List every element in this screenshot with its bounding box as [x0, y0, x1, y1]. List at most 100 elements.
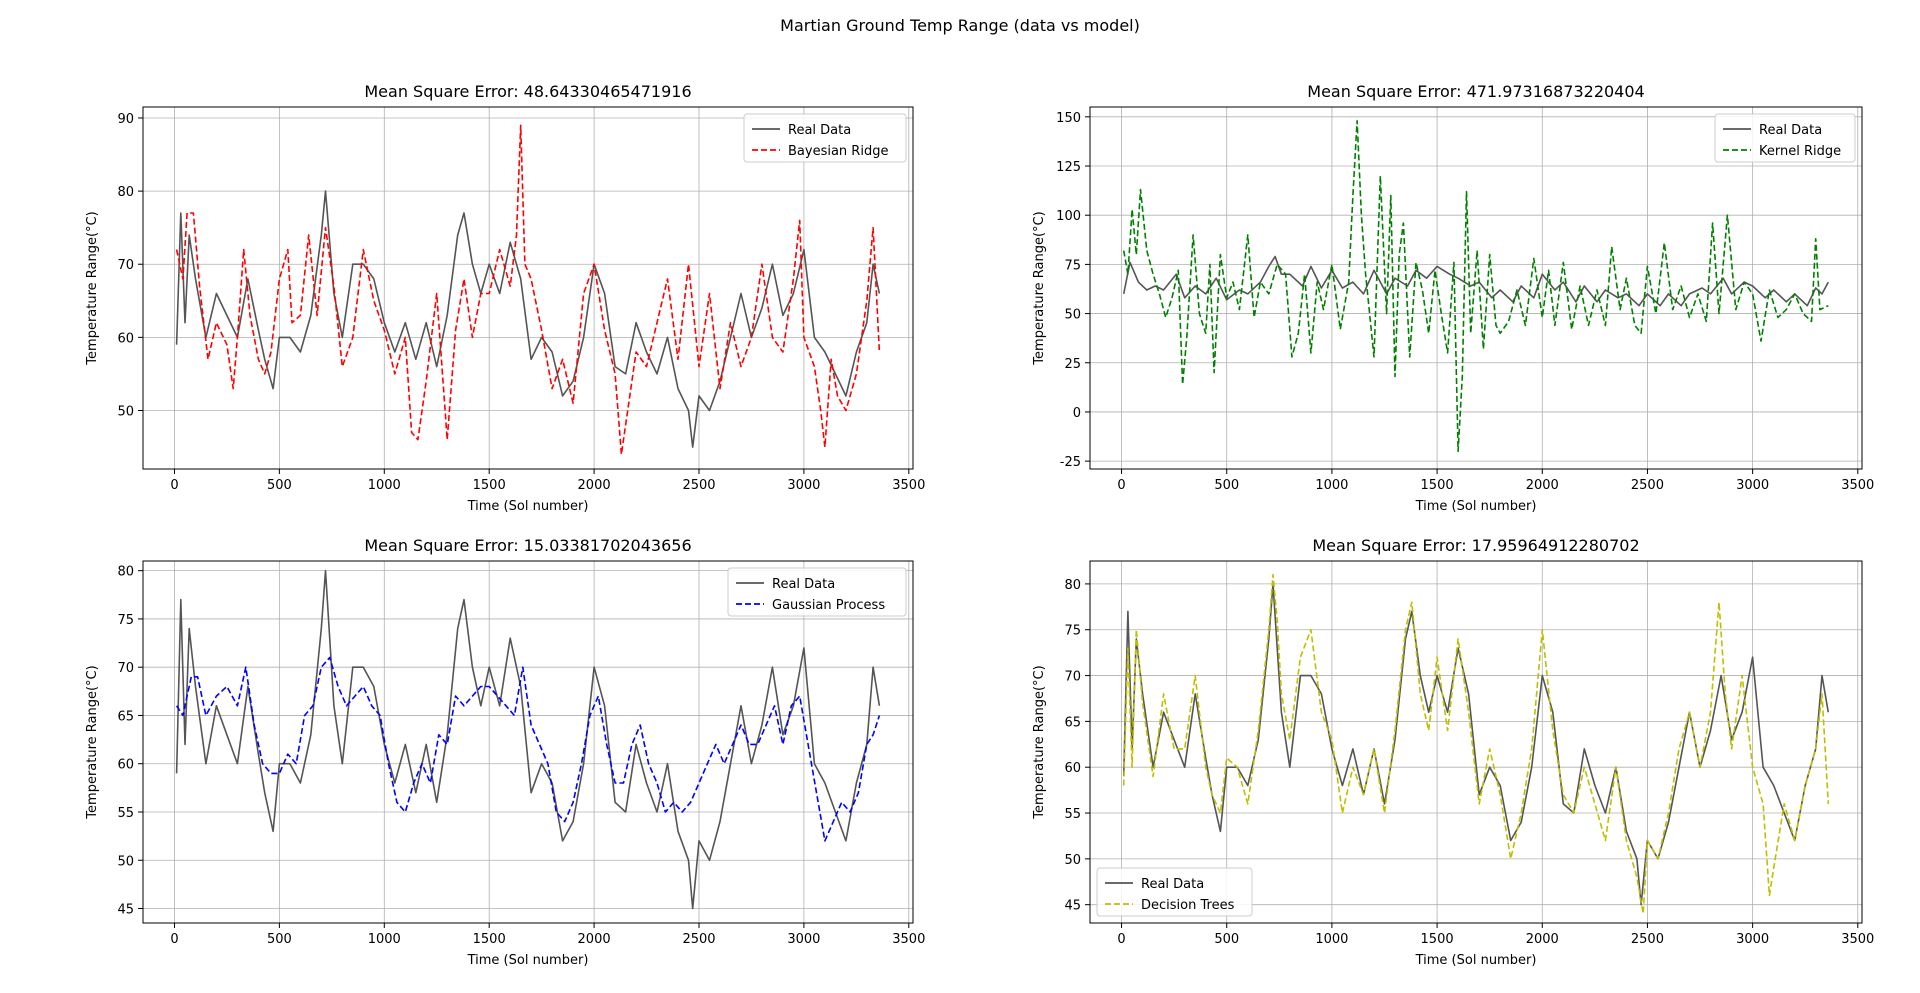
legend: Real Data Bayesian Ridge: [743, 113, 907, 163]
series-line-decision-trees: [1122, 573, 1830, 915]
legend: Real Data Gaussian Process: [727, 567, 907, 617]
y-tick-label: 70: [117, 258, 134, 273]
y-tick-label: 75: [1064, 624, 1081, 639]
x-tick-label: 1500: [1421, 478, 1454, 493]
y-tick-label: 80: [117, 185, 134, 200]
x-tick-label: 0: [1117, 932, 1125, 947]
axes-frame: [1089, 106, 1863, 470]
y-tick-label: 60: [1064, 761, 1081, 776]
x-tick-label: 3500: [892, 478, 925, 493]
legend-label: Real Data: [788, 123, 851, 138]
y-axis-label: Temperature Range(°C): [1032, 211, 1047, 365]
x-tick-label: 2500: [682, 932, 715, 947]
subplot-3: 0 500 1000 1500 2000 2500 3000 3500 45 50 55 60 65 70…: [85, 536, 925, 968]
y-tick-label: 80: [1064, 578, 1081, 593]
x-tick-label: 1500: [473, 478, 506, 493]
y-tick-label: 45: [1064, 899, 1081, 914]
subplot-4: 0 500 1000 1500 2000 2500 3000 3500 45 50 55 60 65 70…: [1032, 536, 1874, 968]
series-line-gaussian-process: [175, 656, 881, 842]
y-tick-label: 125: [1056, 160, 1081, 175]
x-tick-label: 500: [267, 478, 292, 493]
x-tick-label: 500: [1214, 478, 1239, 493]
plot-area: [1122, 120, 1830, 453]
y-tick-label: 55: [1064, 807, 1081, 822]
x-tick-label: 1000: [1315, 478, 1348, 493]
legend-label: Real Data: [1141, 877, 1204, 892]
x-tick-label: 500: [267, 932, 292, 947]
subplot-1: 0 500 1000 1500 2000 2500 3000 3500 50 60 70 80 90 Me…: [85, 82, 925, 514]
x-tick-label: 3500: [1841, 932, 1874, 947]
y-tick-label: 70: [1064, 670, 1081, 685]
x-tick-label: 1500: [473, 932, 506, 947]
legend: Real Data Decision Trees: [1096, 867, 1253, 917]
x-tick-label: 1000: [368, 478, 401, 493]
legend-box: [743, 113, 907, 163]
x-tick-label: 3000: [787, 478, 820, 493]
x-tick-label: 2000: [578, 478, 611, 493]
y-tick-label: 75: [117, 613, 134, 628]
x-tick-label: 0: [170, 478, 178, 493]
y-tick-label: 60: [117, 758, 134, 773]
subplot-title: Mean Square Error: 471.97316873220404: [1307, 82, 1644, 101]
axes-frame: [142, 106, 914, 470]
axes-frame: [142, 560, 914, 924]
x-tick-label: 2500: [1631, 932, 1664, 947]
legend: Real Data Kernel Ridge: [1714, 113, 1856, 163]
y-axis-label: Temperature Range(°C): [1032, 665, 1047, 819]
plot-area: [1122, 573, 1830, 915]
plot-area: [175, 124, 881, 456]
series-line-kernel-ridge: [1122, 120, 1829, 453]
subplot-title: Mean Square Error: 15.03381702043656: [364, 536, 691, 555]
x-tick-label: 3000: [1736, 478, 1769, 493]
axes-frame: [1089, 560, 1863, 924]
legend-box: [727, 567, 907, 617]
x-tick-label: 2000: [1526, 478, 1559, 493]
y-tick-label: 55: [117, 806, 134, 821]
y-tick-label: 65: [1064, 715, 1081, 730]
plot-area: [175, 569, 881, 910]
x-tick-label: 2500: [682, 478, 715, 493]
x-tick-label: 0: [170, 932, 178, 947]
y-tick-label: 50: [1064, 853, 1081, 868]
x-tick-label: 3500: [1841, 478, 1874, 493]
y-axis-label: Temperature Range(°C): [85, 665, 100, 819]
legend-box: [1096, 867, 1253, 917]
y-tick-label: 25: [1064, 357, 1081, 372]
y-tick-label: 150: [1056, 111, 1081, 126]
x-axis-label: Time (Sol number): [1415, 953, 1537, 968]
y-tick-label: 45: [117, 903, 134, 918]
x-axis-label: Time (Sol number): [467, 499, 589, 514]
y-tick-label: 100: [1056, 209, 1081, 224]
series-line-bayesian-ridge: [175, 124, 881, 456]
y-tick-label: 90: [117, 112, 134, 127]
y-tick-label: 75: [1064, 258, 1081, 273]
x-axis-label: Time (Sol number): [1415, 499, 1537, 514]
x-tick-label: 500: [1214, 932, 1239, 947]
y-axis-label: Temperature Range(°C): [85, 211, 100, 365]
y-tick-label: 65: [117, 709, 134, 724]
x-tick-label: 2000: [1526, 932, 1559, 947]
legend-label: Gaussian Process: [772, 598, 885, 613]
x-tick-label: 0: [1117, 478, 1125, 493]
y-tick-label: 50: [117, 404, 134, 419]
y-tick-label: 0: [1073, 406, 1081, 421]
x-tick-label: 1500: [1421, 932, 1454, 947]
figure-title: Martian Ground Temp Range (data vs model…: [780, 16, 1140, 35]
x-tick-label: 1000: [1315, 932, 1348, 947]
y-tick-label: 50: [1064, 308, 1081, 323]
x-tick-label: 3000: [1736, 932, 1769, 947]
subplot-title: Mean Square Error: 17.95964912280702: [1312, 536, 1639, 555]
y-tick-label: 70: [117, 661, 134, 676]
y-tick-label: 80: [117, 565, 134, 580]
legend-label: Kernel Ridge: [1759, 144, 1841, 159]
x-tick-label: 3500: [892, 932, 925, 947]
legend-label: Real Data: [1759, 123, 1822, 138]
y-tick-label: -25: [1060, 455, 1081, 470]
subplot-title: Mean Square Error: 48.64330465471916: [364, 82, 691, 101]
y-tick-label: 50: [117, 854, 134, 869]
legend-label: Real Data: [772, 577, 835, 592]
legend-label: Bayesian Ridge: [788, 144, 888, 159]
x-tick-label: 1000: [368, 932, 401, 947]
